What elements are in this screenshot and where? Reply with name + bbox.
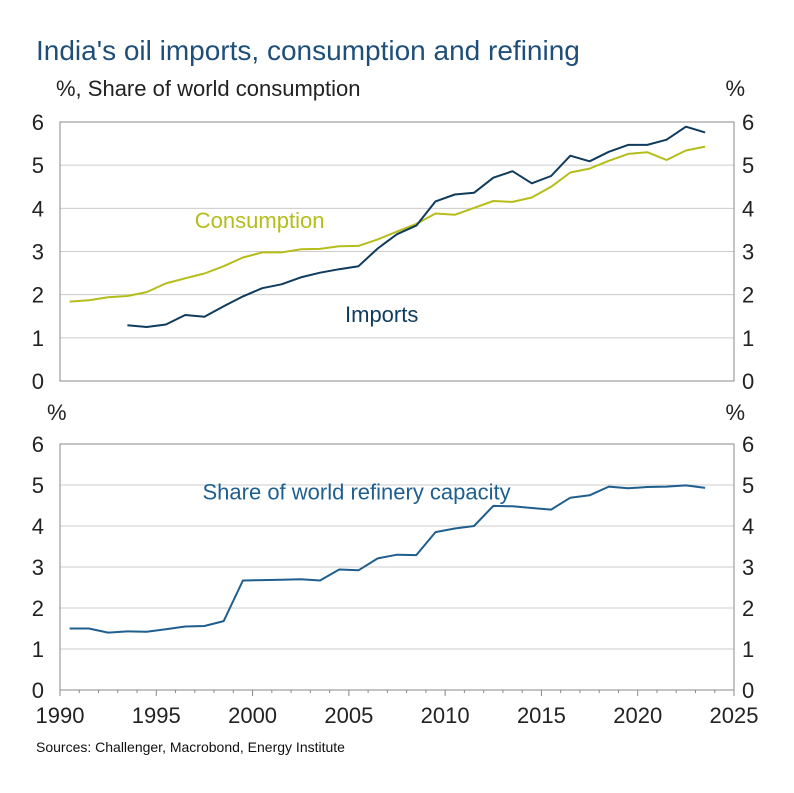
top-y-tick-left: 5	[32, 153, 44, 178]
bottom-panel: % % 0 0 1 1 2 2 3 3 4 4 5 5 6 6 1990 1995 2000 2005 2010 20…	[32, 400, 759, 728]
share-of-world-refinery-capacity-label: Share of world refinery capacity	[203, 479, 511, 504]
x-tick-label: 1990	[36, 703, 85, 728]
top-y-tick-left: 3	[32, 240, 44, 265]
x-tick-label: 2000	[228, 703, 277, 728]
bottom-y-tick-right: 3	[742, 555, 754, 580]
bottom-y-tick-right: 1	[742, 637, 754, 662]
bottom-y-tick-right: 4	[742, 514, 754, 539]
top-y-tick-left: 6	[32, 110, 44, 135]
top-y-tick-left: 0	[32, 369, 44, 394]
top-y-tick-left: 2	[32, 283, 44, 308]
bottom-y-tick-right: 2	[742, 596, 754, 621]
x-tick-label: 1995	[132, 703, 181, 728]
bottom-y-tick-left: 2	[32, 596, 44, 621]
bottom-y-tick-left: 5	[32, 473, 44, 498]
imports-line	[127, 125, 706, 328]
x-tick-label: 2025	[710, 703, 759, 728]
top-y-tick-right: 5	[742, 153, 754, 178]
x-tick-label: 2005	[324, 703, 373, 728]
bottom-y-tick-right: 0	[742, 678, 754, 703]
bottom-y-tick-left: 1	[32, 637, 44, 662]
bottom-y-tick-left: 3	[32, 555, 44, 580]
bottom-y-tick-left: 6	[32, 432, 44, 457]
share-of-world-refinery-capacity-line	[69, 484, 706, 634]
top-plot-frame	[59, 121, 735, 382]
x-tick-label: 2010	[421, 703, 470, 728]
top-left-axis-label: %, Share of world consumption	[56, 76, 361, 101]
bottom-y-tick-left: 0	[32, 678, 44, 703]
x-tick-label: 2015	[517, 703, 566, 728]
top-y-tick-left: 1	[32, 326, 44, 351]
bottom-right-axis-label: %	[725, 400, 745, 425]
consumption-line	[69, 145, 706, 303]
bottom-y-tick-right: 6	[742, 432, 754, 457]
imports-label: Imports	[345, 302, 418, 327]
chart-title: India's oil imports, consumption and ref…	[36, 35, 580, 66]
top-right-axis-label: %	[725, 76, 745, 101]
consumption-label: Consumption	[195, 208, 325, 233]
top-panel: %, Share of world consumption % 0 0 1 1 2 2 3 3…	[32, 76, 755, 394]
top-y-tick-right: 2	[742, 283, 754, 308]
top-y-tick-left: 4	[32, 196, 44, 221]
top-y-tick-right: 1	[742, 326, 754, 351]
bottom-left-axis-label: %	[47, 400, 67, 425]
top-y-tick-right: 3	[742, 240, 754, 265]
bottom-y-tick-right: 5	[742, 473, 754, 498]
top-y-tick-right: 4	[742, 196, 754, 221]
bottom-y-tick-left: 4	[32, 514, 44, 539]
x-tick-label: 2020	[613, 703, 662, 728]
top-y-tick-right: 0	[742, 369, 754, 394]
bottom-plot-frame	[59, 443, 735, 691]
top-y-tick-right: 6	[742, 110, 754, 135]
source-note: Sources: Challenger, Macrobond, Energy I…	[36, 739, 345, 755]
